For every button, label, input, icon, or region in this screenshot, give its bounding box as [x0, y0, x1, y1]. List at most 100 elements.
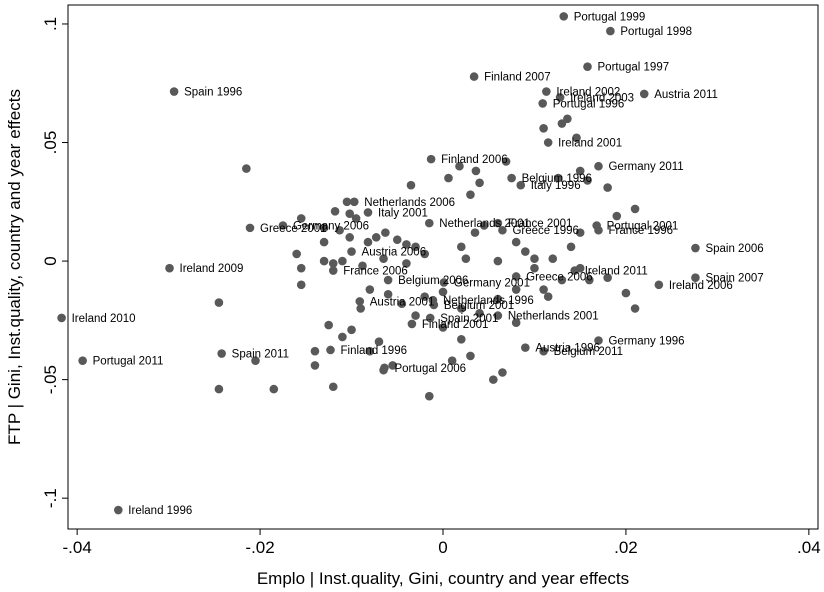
data-point: [411, 311, 420, 320]
data-point: [543, 138, 553, 147]
data-point: [374, 337, 384, 346]
data-point: [572, 133, 581, 143]
data-label: Italy 2001: [378, 207, 428, 219]
data-point: [575, 228, 585, 237]
data-point: [511, 318, 521, 328]
data-point: [402, 259, 411, 268]
data-point: [639, 89, 649, 99]
data-point: [493, 218, 503, 228]
data-point: [351, 214, 361, 223]
data-point: [612, 211, 622, 221]
data-label: Ireland 1996: [128, 505, 192, 517]
data-label: Greece 2006: [526, 271, 593, 283]
data-point: [424, 218, 434, 228]
axes: -.04 -.02 0 .02 .04 -.1 -.05 0 .05 .1: [41, 4, 821, 557]
data-label: Ireland 2001: [558, 138, 622, 150]
data-label: France 2006: [343, 266, 408, 278]
data-point: [411, 242, 420, 252]
data-point: [426, 154, 436, 164]
data-point: [511, 285, 521, 294]
data-point: [251, 356, 260, 365]
data-point: [489, 375, 498, 384]
data-label: Portugal 1996: [553, 98, 625, 110]
data-point: [603, 183, 612, 192]
data-point: [585, 275, 594, 285]
data-label: Austria 2011: [654, 89, 718, 101]
data-point: [330, 206, 340, 216]
data-point: [493, 311, 503, 320]
data-point: [420, 249, 430, 259]
data-point: [447, 356, 457, 365]
data-point: [356, 304, 365, 313]
x-tick-label: -.04: [62, 538, 91, 557]
data-label: Portugal 2001: [607, 221, 679, 233]
data-point: [388, 361, 397, 370]
data-point: [371, 233, 381, 242]
data-point: [583, 176, 592, 185]
data-point: [319, 256, 329, 266]
data-label: Spain 2001: [440, 313, 498, 325]
data-label: Ireland 2010: [72, 313, 136, 325]
data-point: [169, 87, 179, 96]
data-point: [383, 289, 393, 299]
data-point: [621, 288, 631, 298]
data-point: [691, 273, 700, 282]
data-point: [379, 254, 388, 264]
data-point: [466, 351, 475, 361]
data-label: Germany 2006: [293, 221, 369, 233]
x-axis-title: Emplo | Inst.quality, Gini, country and …: [257, 569, 629, 588]
data-point: [165, 263, 174, 273]
y-axis-title: FTP | Gini, Inst.quality, country and ye…: [5, 89, 24, 445]
data-point: [498, 368, 507, 377]
data-point: [493, 256, 503, 266]
data-point: [296, 263, 306, 273]
data-point: [345, 209, 355, 218]
data-point: [439, 278, 449, 287]
data-point: [296, 214, 306, 223]
data-label: Portugal 1998: [620, 26, 692, 38]
data-point: [511, 272, 521, 281]
data-label: Austria 1996: [535, 343, 600, 355]
data-label: Finland 2001: [422, 319, 489, 331]
data-label: Ireland 2011: [585, 266, 648, 278]
data-point: [603, 273, 612, 282]
data-points: [57, 12, 700, 515]
data-label: Austria 2001: [370, 296, 435, 308]
data-label: France 2001: [508, 218, 573, 230]
data-label: Netherlands 2001: [508, 311, 599, 323]
point-labels: Portugal 1999 Portugal 1998 Portugal 1997 F…: [72, 11, 764, 517]
data-label: Spain 2006: [705, 243, 763, 255]
data-point: [538, 99, 547, 108]
data-label: Germany 2001: [454, 277, 530, 289]
data-label: Greece 1996: [512, 225, 579, 237]
data-label: Belgium 1996: [522, 173, 592, 185]
data-point: [455, 161, 464, 171]
data-point: [245, 223, 255, 233]
data-point: [521, 343, 530, 352]
data-point: [326, 345, 335, 355]
x-tick-label: 0: [438, 538, 447, 557]
data-point: [347, 247, 356, 256]
data-point: [310, 346, 320, 356]
data-label: Germany 1996: [608, 336, 684, 348]
x-tick-label: .02: [614, 538, 638, 557]
data-point: [335, 225, 344, 235]
data-label: Greece 2001: [260, 223, 327, 235]
data-label: Finland 1996: [341, 345, 408, 357]
data-point: [338, 256, 347, 266]
data-point: [347, 325, 356, 335]
data-point: [296, 280, 306, 290]
data-label: Portugal 1997: [598, 62, 670, 74]
data-label: Italy 1996: [531, 180, 581, 192]
data-point: [559, 12, 569, 21]
data-point: [342, 197, 352, 207]
data-point: [516, 180, 526, 190]
data-point: [542, 87, 551, 96]
data-point: [310, 361, 320, 370]
data-point: [530, 263, 539, 273]
data-point: [380, 363, 389, 373]
data-point: [557, 275, 567, 285]
data-point: [456, 304, 466, 313]
data-point: [548, 254, 558, 264]
data-point: [328, 266, 338, 275]
